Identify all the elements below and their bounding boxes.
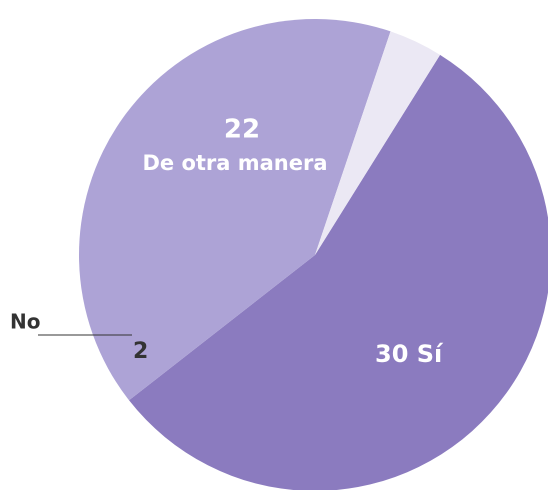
category-label: De otra manera xyxy=(142,151,327,175)
value-label: 2 xyxy=(133,339,148,364)
pie-slice xyxy=(315,31,441,255)
value-label: 22 xyxy=(224,115,260,145)
category-label: Sí xyxy=(417,340,444,368)
value-label: 30 xyxy=(375,340,408,368)
category-label: No xyxy=(10,310,40,334)
pie-slice xyxy=(129,54,548,490)
pie-slice xyxy=(79,18,391,401)
slice-label: 30 Sí xyxy=(375,340,444,368)
